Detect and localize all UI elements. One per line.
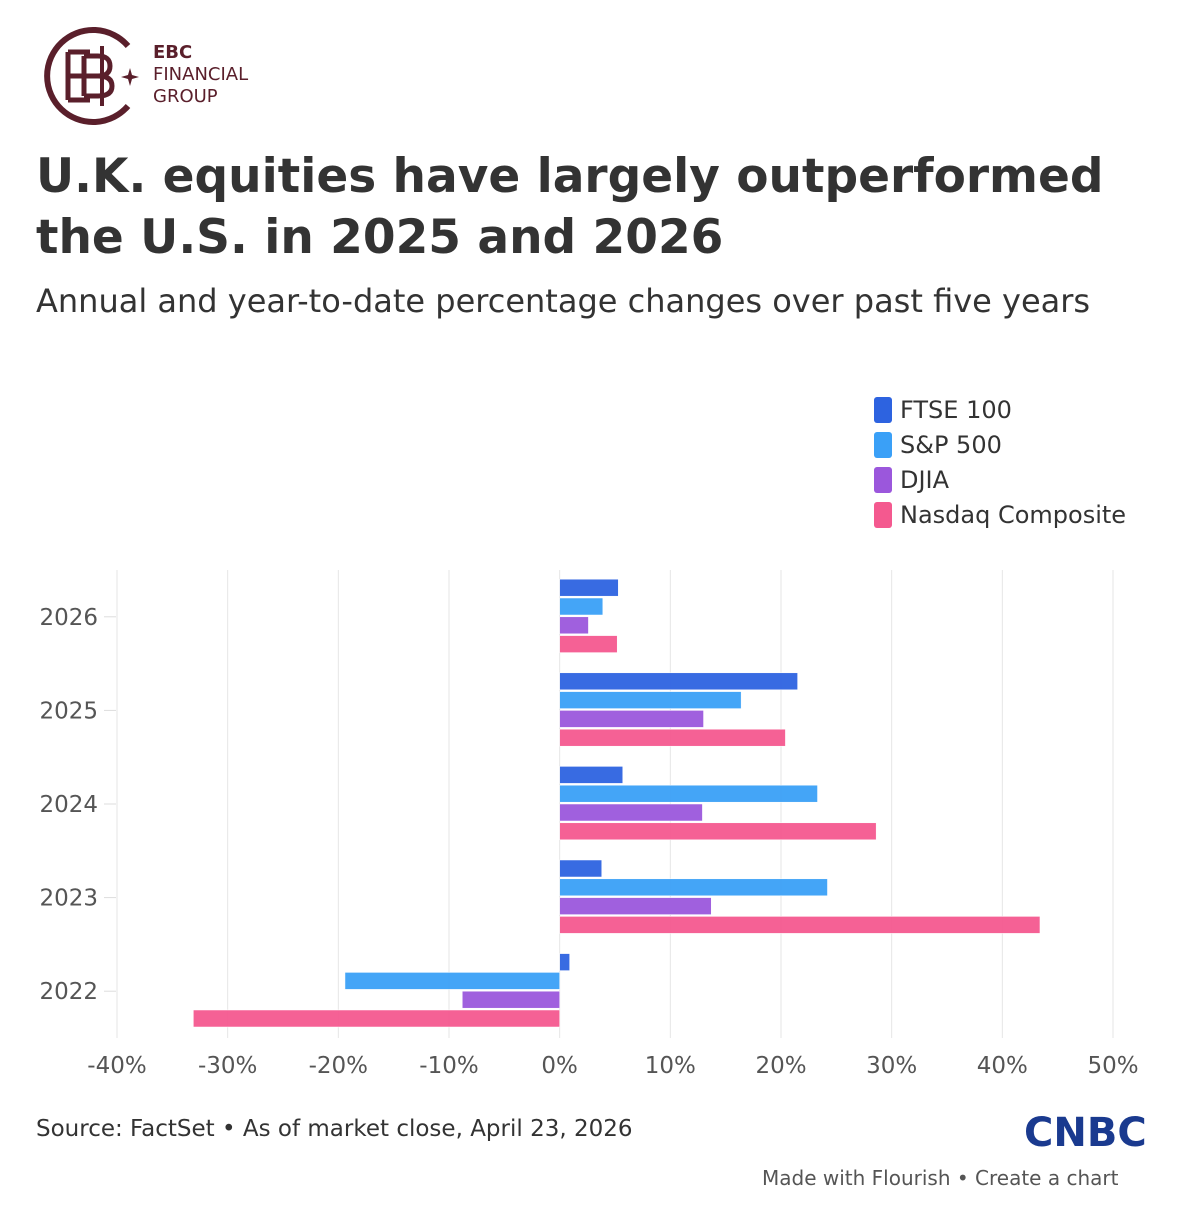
legend-swatch	[874, 466, 892, 493]
brand-name-line1: EBC	[153, 42, 193, 63]
x-tick-label: 30%	[866, 1053, 917, 1079]
bar-nasdaq-composite-2026	[559, 635, 618, 653]
x-tick-label: 40%	[977, 1053, 1028, 1079]
bar-nasdaq-composite-2024	[559, 822, 877, 841]
legend-swatch	[874, 431, 892, 458]
legend-label: Nasdaq Composite	[900, 500, 1127, 529]
flourish-create-link[interactable]: Create a chart	[975, 1166, 1119, 1190]
bar-nasdaq-composite-2023	[559, 916, 1041, 934]
bar-djia-2022	[462, 990, 560, 1009]
cnbc-logo: CNBC	[1024, 1110, 1147, 1156]
bar-ftse-100-2022	[559, 953, 570, 971]
chart-title: U.K. equities have largely outperformed …	[36, 149, 1104, 265]
bar-s-p-500-2024	[559, 784, 818, 803]
chart-legend: FTSE 100 S&P 500 DJIA Nasdaq Composite	[874, 392, 1126, 532]
legend-label: DJIA	[900, 465, 950, 494]
legend-label: FTSE 100	[900, 395, 1012, 424]
legend-item-nasdaq-composite[interactable]: Nasdaq Composite	[874, 497, 1126, 532]
brand-name: EBC FINANCIAL GROUP	[153, 42, 248, 108]
bar-djia-2024	[559, 803, 703, 822]
x-tick-label: 0%	[541, 1053, 578, 1079]
bar-chart: -40% -30% -20% -10% 0% 10% 20% 30% 40% 50% 2026 202…	[39, 570, 1139, 1079]
bar-djia-2025	[559, 710, 704, 728]
bar-s-p-500-2023	[559, 878, 828, 897]
bar-s-p-500-2025	[559, 691, 742, 709]
y-category-label: 2022	[39, 979, 98, 1005]
legend-swatch	[874, 501, 892, 528]
y-category-label: 2023	[39, 886, 98, 912]
bar-nasdaq-composite-2025	[559, 728, 786, 747]
source-note: Source: FactSet • As of market close, Ap…	[36, 1116, 633, 1142]
logo-ring	[44, 27, 131, 125]
y-category-label: 2025	[39, 698, 98, 724]
logo-letter-e	[65, 49, 90, 103]
bar-nasdaq-composite-2022	[193, 1009, 560, 1028]
y-category-label: 2024	[39, 792, 98, 818]
flourish-credit: Made with Flourish • Create a chart	[762, 1166, 1118, 1190]
bar-ftse-100-2023	[559, 859, 602, 878]
legend-swatch	[874, 396, 892, 423]
bar-s-p-500-2022	[344, 972, 560, 990]
logo-sparkle-icon	[121, 68, 139, 86]
bar-s-p-500-2026	[559, 597, 604, 616]
x-tick-label: -40%	[87, 1053, 146, 1079]
legend-item-sp-500[interactable]: S&P 500	[874, 427, 1126, 462]
x-tick-label: -20%	[309, 1053, 368, 1079]
legend-label: S&P 500	[900, 430, 1002, 459]
bar-djia-2026	[559, 616, 589, 635]
legend-item-ftse-100[interactable]: FTSE 100	[874, 392, 1126, 427]
brand-name-line3: GROUP	[153, 86, 218, 107]
x-tick-label: -30%	[198, 1053, 257, 1079]
chart-subtitle: Annual and year-to-date percentage chang…	[36, 282, 1091, 320]
flourish-made-link[interactable]: Made with Flourish	[762, 1166, 951, 1190]
bar-ftse-100-2025	[559, 672, 798, 691]
bar-ftse-100-2026	[559, 578, 619, 597]
flourish-separator: •	[950, 1166, 976, 1190]
y-category-label: 2026	[39, 605, 98, 631]
x-tick-label: -10%	[419, 1053, 478, 1079]
x-tick-label: 50%	[1087, 1053, 1138, 1079]
bar-ftse-100-2024	[559, 766, 623, 784]
x-tick-label: 10%	[645, 1053, 696, 1079]
cnbc-logo-text: CNBC	[1024, 1110, 1147, 1156]
x-tick-label: 20%	[755, 1053, 806, 1079]
brand-name-line2: FINANCIAL	[153, 64, 249, 85]
bar-djia-2023	[559, 897, 712, 915]
ebc-logo	[44, 27, 139, 125]
legend-item-djia[interactable]: DJIA	[874, 462, 1126, 497]
